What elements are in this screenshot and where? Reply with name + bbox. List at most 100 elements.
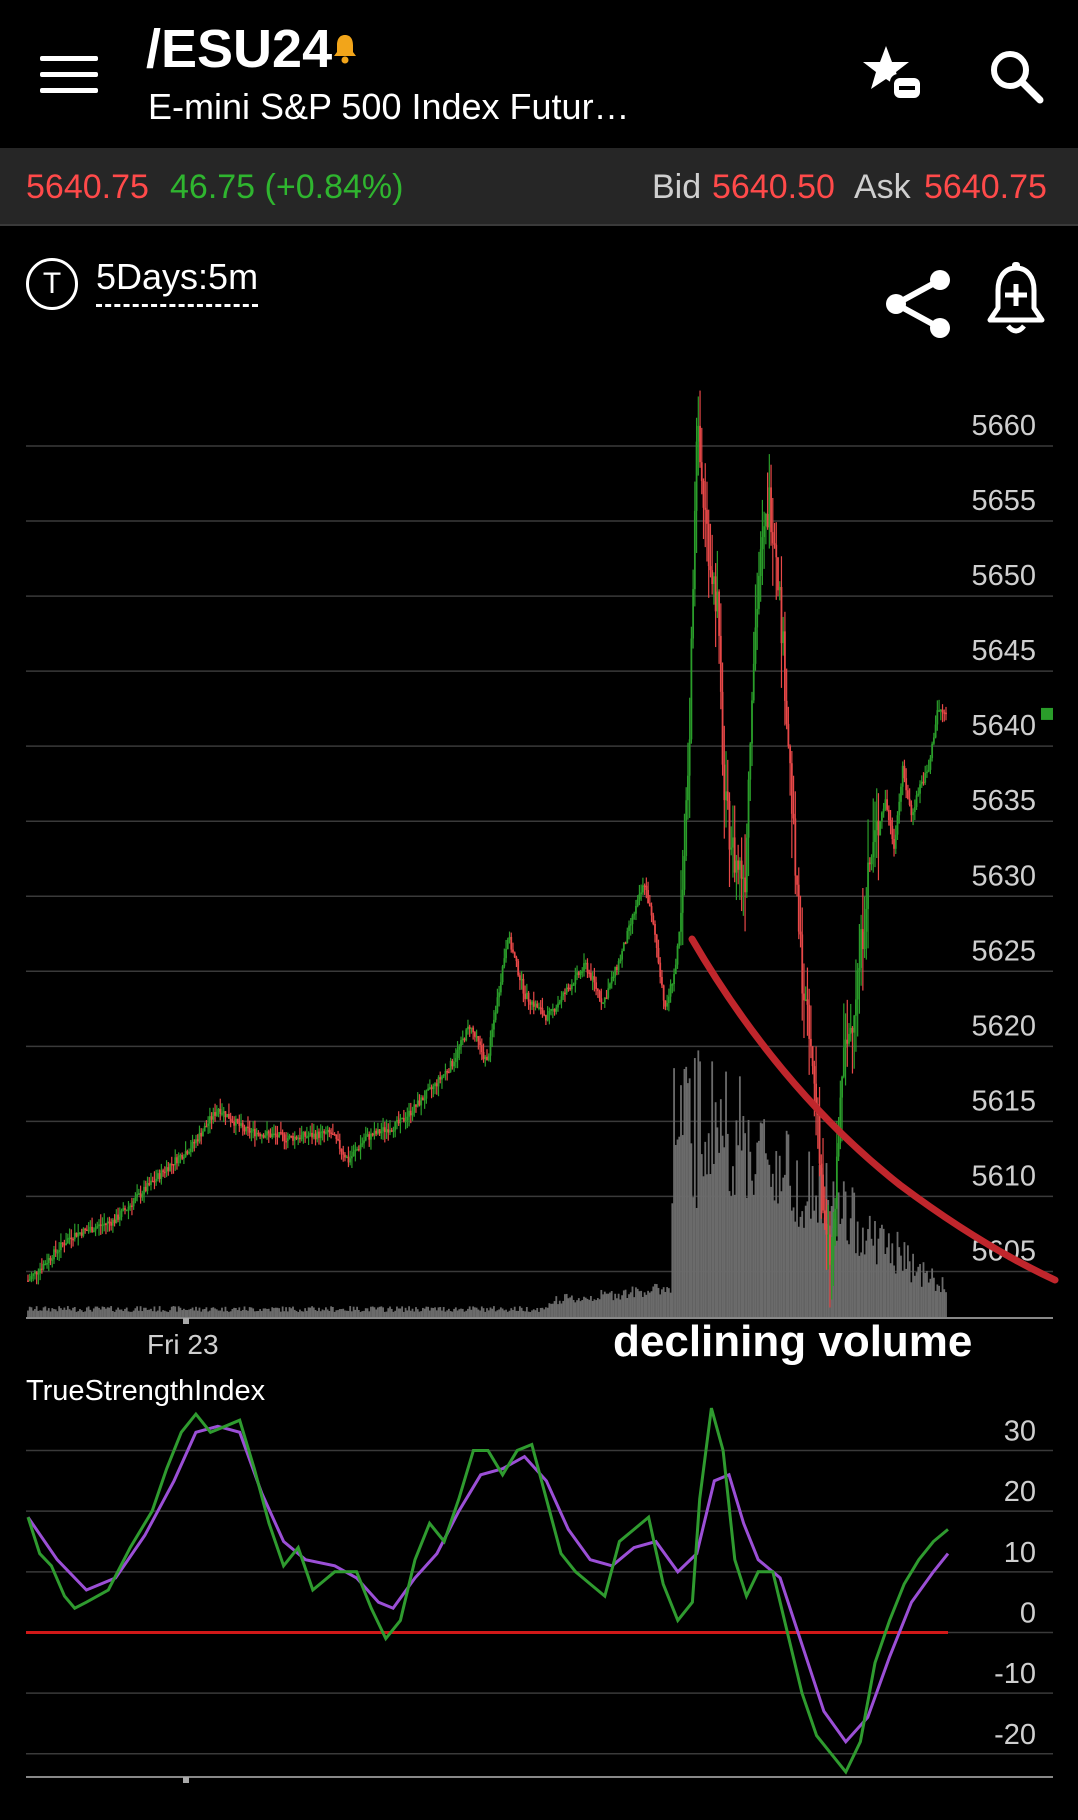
add-alert-bell-icon[interactable]: [984, 262, 1048, 342]
volume-bar: [794, 1221, 797, 1318]
candle-body: [54, 1249, 57, 1253]
volume-bar: [326, 1309, 329, 1318]
volume-bar: [257, 1311, 260, 1318]
candle-body: [770, 487, 772, 533]
tsi-tick-label: -10: [994, 1658, 1036, 1690]
candle-body: [163, 1171, 166, 1174]
volume-bar: [775, 1151, 778, 1318]
volume-bar: [170, 1306, 173, 1318]
price-tick-label: 5620: [971, 1010, 1036, 1042]
candle-body: [797, 884, 800, 932]
volume-bar: [63, 1307, 66, 1318]
volume-bar: [635, 1287, 637, 1318]
watchlist-star-icon[interactable]: [862, 44, 926, 106]
volume-bar: [538, 1311, 540, 1318]
volume-bar: [709, 1174, 712, 1318]
candle-body: [792, 813, 795, 819]
volume-bar: [491, 1308, 494, 1318]
volume-bar: [822, 1223, 824, 1318]
candle-body: [98, 1224, 100, 1227]
search-icon[interactable]: [986, 46, 1046, 106]
volume-bar: [110, 1306, 113, 1318]
candle-body: [860, 929, 863, 968]
volume-bar: [383, 1311, 386, 1318]
candle-body: [136, 1194, 139, 1198]
volume-bar: [875, 1264, 878, 1318]
candle-body: [572, 984, 575, 986]
candle-body: [454, 1058, 457, 1062]
candle-body: [380, 1131, 383, 1134]
candle-body: [557, 1003, 559, 1008]
volume-bar: [467, 1308, 469, 1318]
candle-body: [777, 557, 779, 591]
volume-bar: [529, 1311, 532, 1318]
candle-body: [815, 1083, 817, 1104]
volume-bar: [56, 1311, 59, 1318]
volume-bar: [434, 1307, 436, 1318]
candle-body: [939, 709, 942, 712]
candle-body: [858, 967, 861, 971]
volume-bar: [169, 1310, 171, 1318]
candle-body: [224, 1111, 227, 1118]
timeframe-selector[interactable]: 5Days:5m: [96, 256, 259, 307]
volume-bar: [222, 1311, 225, 1318]
annotation-declining-volume: declining volume: [613, 1317, 972, 1366]
candle-body: [423, 1098, 426, 1101]
share-icon[interactable]: [880, 266, 956, 342]
volume-bar: [558, 1300, 561, 1318]
candle-body: [941, 709, 944, 713]
candle-body: [326, 1129, 329, 1133]
volume-bar: [868, 1215, 871, 1318]
candle-body: [271, 1133, 274, 1138]
volume-bar: [758, 1140, 760, 1318]
volume-bar: [934, 1290, 937, 1318]
volume-bar: [111, 1310, 114, 1318]
candle-body: [394, 1121, 397, 1131]
candle-body: [250, 1131, 253, 1133]
candle-body: [72, 1238, 74, 1241]
volume-bar: [82, 1311, 85, 1318]
volume-bar: [176, 1311, 178, 1318]
volume-bar: [359, 1311, 362, 1318]
candle-body: [245, 1126, 248, 1132]
volume-bar: [853, 1192, 856, 1318]
candle-body: [726, 791, 729, 801]
candle-body: [640, 892, 643, 895]
volume-bar: [402, 1311, 405, 1318]
volume-bar: [512, 1309, 514, 1318]
volume-bar: [418, 1311, 421, 1318]
candle-body: [311, 1132, 313, 1138]
candle-body: [558, 1001, 561, 1004]
candle-body: [932, 737, 935, 744]
volume-bar: [886, 1247, 889, 1318]
volume-bar: [472, 1306, 475, 1318]
volume-bar: [612, 1300, 615, 1318]
volume-bar: [650, 1291, 653, 1318]
volume-bar: [811, 1166, 814, 1318]
volume-bar: [910, 1282, 913, 1318]
volume-bar: [590, 1295, 592, 1318]
candle-body: [669, 984, 672, 997]
candle-body: [539, 1007, 542, 1009]
candle-body: [501, 966, 504, 983]
candle-body: [449, 1060, 452, 1072]
drawing-tool-icon[interactable]: T: [26, 258, 78, 310]
volume-bar: [245, 1310, 248, 1318]
candle-body: [202, 1131, 204, 1137]
candle-body: [813, 1066, 816, 1084]
candle-body: [430, 1087, 433, 1090]
volume-bar: [203, 1309, 206, 1318]
tsi-tick-label: -20: [994, 1719, 1036, 1751]
candle-body: [525, 992, 528, 1000]
hamburger-menu-icon[interactable]: [40, 56, 98, 98]
candle-body: [740, 860, 743, 879]
tsi-line: [26, 1407, 949, 1775]
volume-bar: [259, 1309, 261, 1318]
volume-bar: [205, 1307, 208, 1318]
candle-body: [794, 818, 797, 876]
volume-bar: [212, 1307, 215, 1318]
candle-body: [512, 949, 514, 953]
volume-bar: [200, 1311, 203, 1318]
volume-bar: [347, 1310, 350, 1318]
